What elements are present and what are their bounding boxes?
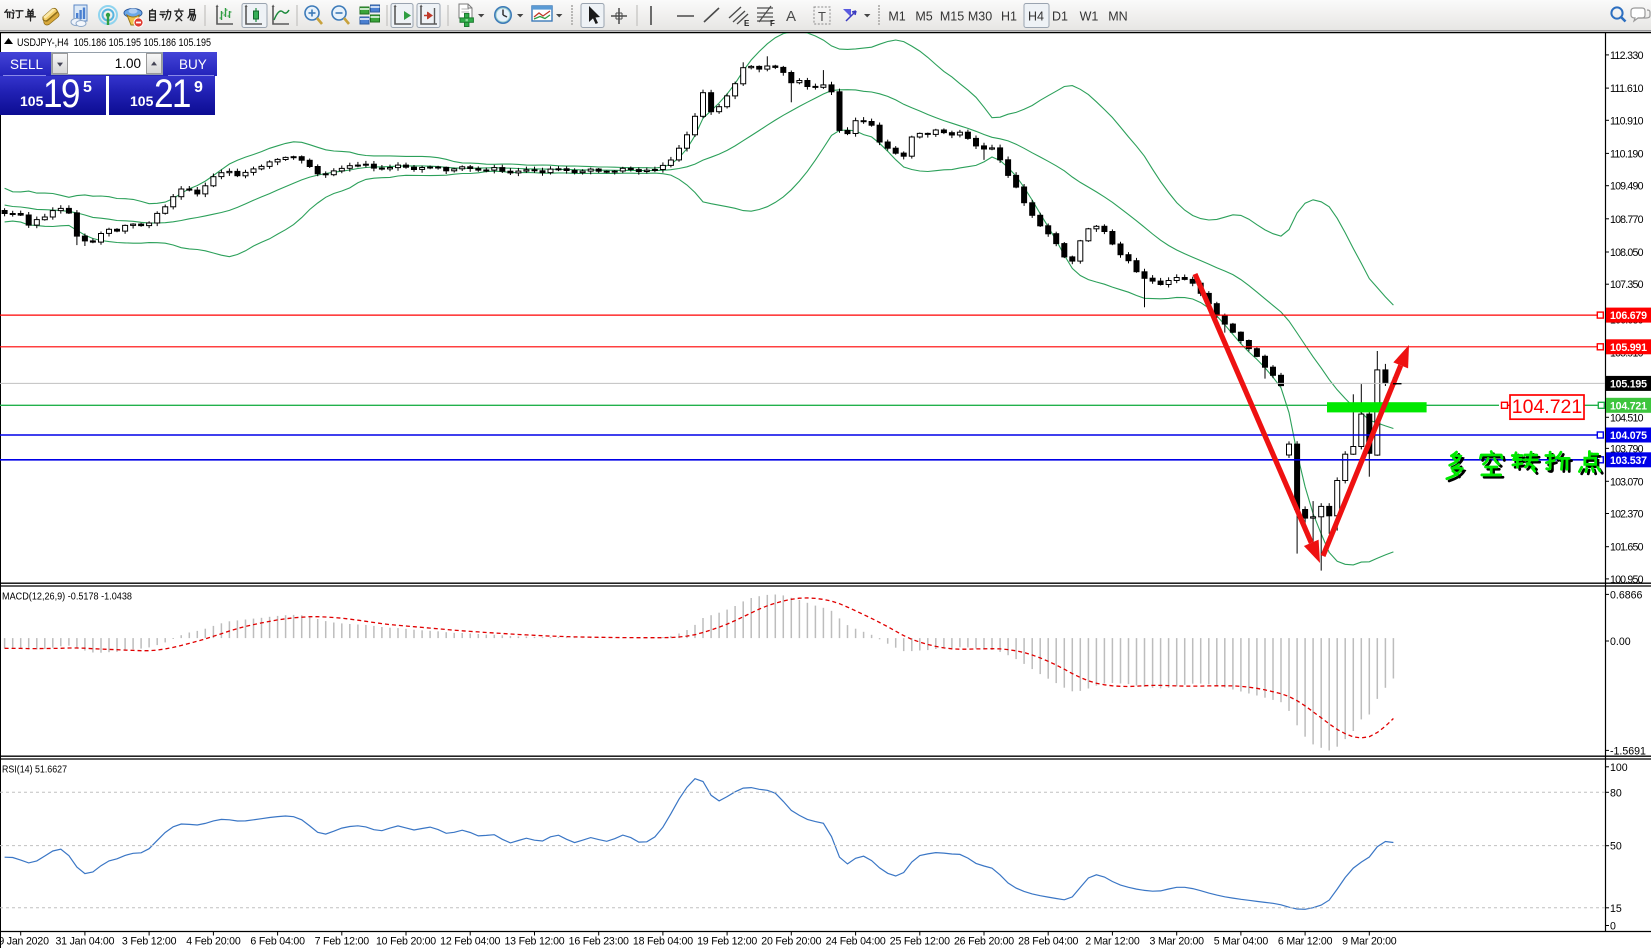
- svg-text:102.370: 102.370: [1610, 509, 1644, 521]
- svg-text:H1: H1: [1001, 10, 1017, 24]
- svg-text:5 Mar 04:00: 5 Mar 04:00: [1214, 936, 1269, 948]
- svg-text:-1.5691: -1.5691: [1610, 745, 1646, 757]
- svg-text:MN: MN: [1108, 10, 1127, 24]
- svg-text:20 Feb 20:00: 20 Feb 20:00: [761, 936, 821, 948]
- svg-text:105.195: 105.195: [1610, 378, 1647, 390]
- svg-text:0.00: 0.00: [1610, 636, 1631, 648]
- svg-text:6 Mar 12:00: 6 Mar 12:00: [1278, 936, 1333, 948]
- svg-text:106.679: 106.679: [1610, 310, 1647, 322]
- svg-text:104.721: 104.721: [1610, 400, 1647, 412]
- svg-text:6 Feb 04:00: 6 Feb 04:00: [250, 936, 305, 948]
- svg-text:110.910: 110.910: [1610, 115, 1644, 127]
- svg-text:107.350: 107.350: [1610, 279, 1644, 291]
- svg-text:2 Mar 12:00: 2 Mar 12:00: [1085, 936, 1140, 948]
- svg-text:110.190: 110.190: [1610, 148, 1644, 160]
- svg-text:100: 100: [1610, 762, 1628, 774]
- svg-text:D1: D1: [1052, 10, 1068, 24]
- svg-text:104.721: 104.721: [1512, 396, 1583, 418]
- svg-text:109.490: 109.490: [1610, 181, 1644, 193]
- svg-text:M5: M5: [915, 10, 932, 24]
- svg-text:MACD(12,26,9) -0.5178 -1.0438: MACD(12,26,9) -0.5178 -1.0438: [2, 592, 132, 603]
- svg-text:0: 0: [1610, 921, 1616, 933]
- svg-text:4 Feb 20:00: 4 Feb 20:00: [186, 936, 241, 948]
- svg-text:104.075: 104.075: [1610, 430, 1647, 442]
- svg-text:108.050: 108.050: [1610, 247, 1644, 259]
- svg-text:28 Feb 04:00: 28 Feb 04:00: [1018, 936, 1078, 948]
- svg-text:7 Feb 12:00: 7 Feb 12:00: [315, 936, 370, 948]
- svg-text:31 Jan 04:00: 31 Jan 04:00: [55, 936, 114, 948]
- svg-text:A: A: [786, 8, 796, 25]
- svg-text:T: T: [818, 9, 826, 24]
- svg-text:3 Feb 12:00: 3 Feb 12:00: [122, 936, 177, 948]
- svg-text:F: F: [770, 19, 775, 28]
- svg-text:25 Feb 12:00: 25 Feb 12:00: [890, 936, 950, 948]
- svg-text:24 Feb 04:00: 24 Feb 04:00: [826, 936, 886, 948]
- svg-text:RSI(14) 51.6627: RSI(14) 51.6627: [2, 765, 67, 776]
- svg-text:104.510: 104.510: [1610, 412, 1644, 424]
- svg-text:29 Jan 2020: 29 Jan 2020: [0, 936, 49, 948]
- svg-text:26 Feb 20:00: 26 Feb 20:00: [954, 936, 1014, 948]
- svg-text:9 Mar 20:00: 9 Mar 20:00: [1342, 936, 1397, 948]
- svg-text:16 Feb 23:00: 16 Feb 23:00: [569, 936, 629, 948]
- svg-text:M15: M15: [940, 10, 964, 24]
- svg-text:M1: M1: [888, 10, 905, 24]
- svg-text:0.6866: 0.6866: [1610, 589, 1643, 601]
- svg-text:103.070: 103.070: [1610, 476, 1644, 488]
- svg-text:19 Feb 12:00: 19 Feb 12:00: [697, 936, 757, 948]
- svg-text:15: 15: [1610, 903, 1622, 915]
- svg-text:50: 50: [1610, 841, 1622, 853]
- svg-text:W1: W1: [1080, 10, 1099, 24]
- svg-text:E: E: [744, 19, 750, 28]
- svg-text:H4: H4: [1028, 10, 1044, 24]
- svg-text:80: 80: [1610, 787, 1622, 799]
- svg-text:112.330: 112.330: [1610, 50, 1644, 62]
- svg-text:101.650: 101.650: [1610, 542, 1644, 554]
- svg-text:100.950: 100.950: [1610, 574, 1644, 586]
- svg-text:3 Mar 20:00: 3 Mar 20:00: [1150, 936, 1205, 948]
- svg-text:13 Feb 12:00: 13 Feb 12:00: [504, 936, 564, 948]
- svg-text:M30: M30: [968, 10, 992, 24]
- svg-text:108.770: 108.770: [1610, 214, 1644, 226]
- svg-text:111.610: 111.610: [1610, 83, 1644, 95]
- svg-text:103.537: 103.537: [1610, 455, 1647, 467]
- svg-text:10 Feb 20:00: 10 Feb 20:00: [376, 936, 436, 948]
- svg-text:105.991: 105.991: [1610, 342, 1647, 354]
- svg-text:12 Feb 04:00: 12 Feb 04:00: [440, 936, 500, 948]
- svg-text:18 Feb 04:00: 18 Feb 04:00: [633, 936, 693, 948]
- svg-text:USDJPY-,H4 105.186 105.195 10: USDJPY-,H4 105.186 105.195 105.186 105.1…: [17, 37, 211, 49]
